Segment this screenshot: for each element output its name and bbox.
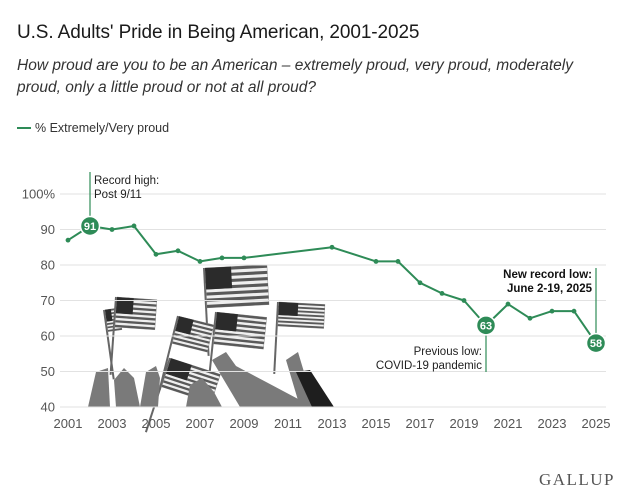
raised-hand xyxy=(186,378,222,407)
flag-stripe xyxy=(206,289,269,296)
flag-canton xyxy=(175,316,194,335)
y-tick-label: 80 xyxy=(41,258,55,273)
chart-title: U.S. Adults' Pride in Being American, 20… xyxy=(17,22,420,43)
data-point xyxy=(153,251,159,257)
x-tick-label: 2025 xyxy=(582,416,611,431)
data-point xyxy=(175,248,181,254)
flag-6 xyxy=(273,301,326,374)
flag-pole xyxy=(273,301,279,374)
data-point xyxy=(505,301,511,307)
record-high-label-1: Record high: xyxy=(94,175,159,187)
flag-stripe xyxy=(173,337,209,348)
data-point xyxy=(65,237,71,243)
flags-photo xyxy=(88,264,334,433)
x-axis: 2001 2003 2005 2007 2009 2011 2013 2015 2017 2019… xyxy=(54,416,611,431)
data-point xyxy=(241,255,247,261)
x-tick-label: 2013 xyxy=(318,416,347,431)
highlight-markers: 91 63 58 xyxy=(79,215,607,354)
data-point xyxy=(417,280,423,286)
x-tick-label: 2017 xyxy=(406,416,435,431)
data-label: 91 xyxy=(84,221,96,233)
data-point xyxy=(329,244,335,250)
flag-stripe xyxy=(114,324,155,330)
x-tick-label: 2011 xyxy=(274,416,302,431)
data-point xyxy=(395,259,401,264)
x-tick-label: 2009 xyxy=(230,416,259,431)
flag-canton xyxy=(278,302,299,317)
x-tick-label: 2019 xyxy=(450,416,479,431)
raised-hand xyxy=(140,366,160,407)
flag-stripe xyxy=(115,320,156,326)
flag-canton xyxy=(204,266,233,290)
highlight-marker xyxy=(79,215,101,237)
annotations: Record high: Post 9/11 Previous low: COVID-… xyxy=(89,172,597,372)
data-point xyxy=(373,259,379,264)
y-axis: 100% 90 80 70 60 50 40 xyxy=(22,187,606,415)
flag-stripe xyxy=(277,324,324,329)
y-tick-label: 50 xyxy=(41,364,55,379)
highlight-marker xyxy=(475,315,497,336)
record-high-label-2: Post 9/11 xyxy=(94,189,142,201)
data-point xyxy=(109,227,115,232)
x-tick-label: 2001 xyxy=(54,416,83,431)
y-tick-label: 100% xyxy=(22,187,56,202)
previous-low-label-2: COVID-19 pandemic xyxy=(376,360,482,372)
y-tick-label: 90 xyxy=(41,222,55,237)
flag-2 xyxy=(109,296,158,375)
chart-subtitle: How proud are you to be an American – ex… xyxy=(17,57,573,96)
sleeve xyxy=(296,370,334,407)
flag-stripe xyxy=(277,320,324,325)
flag-stripe xyxy=(115,315,156,321)
raised-hand xyxy=(88,368,110,407)
flag-stripe xyxy=(107,328,122,332)
flag-stripe xyxy=(214,336,265,345)
x-tick-label: 2007 xyxy=(186,416,215,431)
data-point xyxy=(439,291,445,296)
data-point xyxy=(197,259,203,264)
data-point xyxy=(219,255,225,261)
y-tick-label: 60 xyxy=(41,329,55,344)
x-tick-label: 2021 xyxy=(494,416,523,431)
new-low-label-1: New record low: xyxy=(503,269,592,281)
x-tick-label: 2023 xyxy=(538,416,567,431)
x-tick-label: 2005 xyxy=(142,416,171,431)
flag-3 xyxy=(203,264,270,356)
flag-canton xyxy=(115,297,134,315)
new-low-label-2: June 2-19, 2025 xyxy=(507,283,593,295)
x-tick-label: 2015 xyxy=(362,416,391,431)
flag-stripe xyxy=(213,341,264,350)
y-tick-label: 70 xyxy=(41,293,55,308)
flag-canton xyxy=(215,312,238,332)
data-label: 58 xyxy=(590,338,602,350)
flag-canton xyxy=(104,309,113,322)
flag-canton xyxy=(165,358,192,381)
previous-low-label-1: Previous low: xyxy=(414,346,482,358)
legend: % Extremely/Very proud xyxy=(17,121,169,135)
x-tick-label: 2003 xyxy=(98,416,127,431)
data-point xyxy=(131,223,137,229)
data-point xyxy=(461,298,467,303)
gallup-logo: GALLUP xyxy=(538,470,615,489)
flag-stripe xyxy=(278,316,325,322)
data-point xyxy=(527,315,533,321)
flag-pole xyxy=(103,309,115,380)
flag-stripe xyxy=(206,301,270,308)
data-point xyxy=(549,308,555,314)
data-label: 63 xyxy=(480,320,492,332)
data-point xyxy=(571,308,577,314)
legend-label: % Extremely/Very proud xyxy=(35,121,170,135)
raised-hand xyxy=(114,368,140,407)
legend-swatch xyxy=(17,127,31,129)
y-tick-label: 40 xyxy=(41,400,55,415)
flag-stripe xyxy=(172,341,208,353)
highlight-marker xyxy=(585,332,607,354)
flag-5 xyxy=(158,315,215,390)
raised-hand xyxy=(212,352,300,407)
